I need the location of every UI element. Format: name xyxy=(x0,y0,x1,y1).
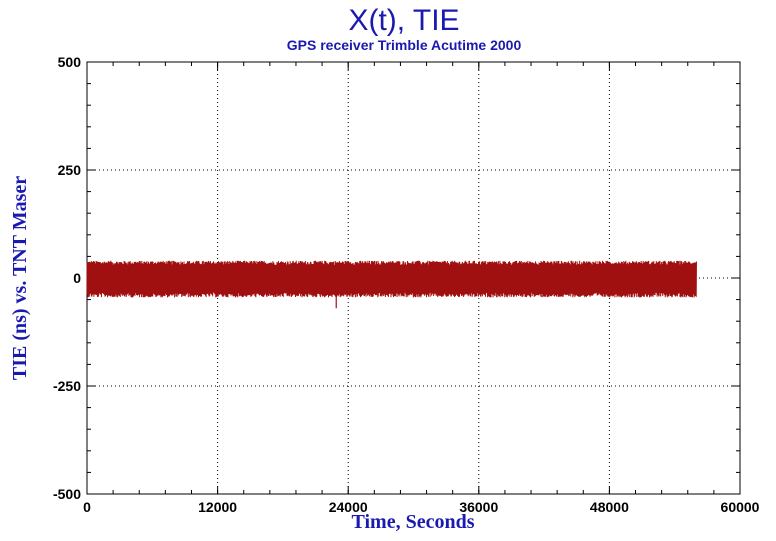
x-tick-label: 60000 xyxy=(721,499,760,515)
y-tick-label: -250 xyxy=(53,378,81,394)
tick-marks xyxy=(86,61,741,495)
x-tick-label: 24000 xyxy=(329,499,368,515)
x-tick-label: 36000 xyxy=(459,499,498,515)
series-line xyxy=(86,260,697,298)
tick-labels: 0 12000 24000 36000 48000 60000 -500 -250 0 250 50… xyxy=(53,54,760,515)
x-tick-label: 48000 xyxy=(590,499,629,515)
y-tick-label: 500 xyxy=(58,54,82,70)
chart-title: X(t), TIE xyxy=(348,4,459,37)
series-tie xyxy=(86,260,697,309)
x-tick-label: 0 xyxy=(83,499,91,515)
y-tick-label: 250 xyxy=(58,162,82,178)
x-tick-label: 12000 xyxy=(198,499,237,515)
chart-subtitle: GPS receiver Trimble Acutime 2000 xyxy=(287,37,522,53)
y-tick-label: -500 xyxy=(53,486,81,502)
x-axis-label: Time, Seconds xyxy=(352,511,475,533)
y-axis-label: TIE (ns) vs. TNT Maser xyxy=(9,176,31,380)
y-tick-label: 0 xyxy=(73,270,81,286)
